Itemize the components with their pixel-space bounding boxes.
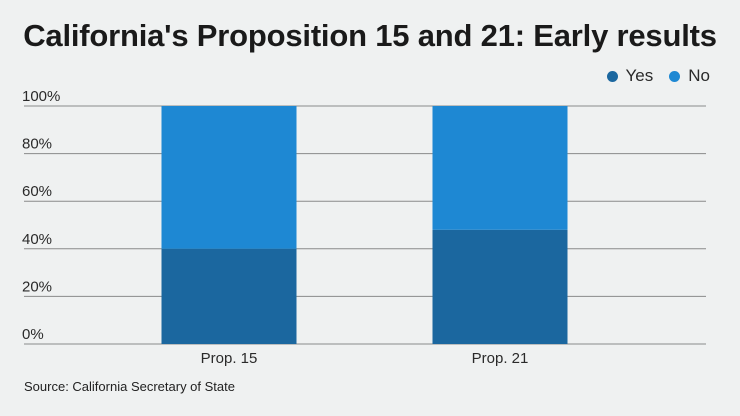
chart-title: California's Proposition 15 and 21: Earl…	[23, 18, 717, 53]
bar-no-0	[161, 106, 297, 249]
bar-yes-1	[432, 229, 568, 344]
y-tick-label: 100%	[22, 88, 60, 105]
y-tick-label: 20%	[22, 278, 52, 295]
bar-yes-0	[161, 248, 297, 344]
chart-legend: Yes No	[606, 66, 710, 86]
legend-swatch-no-icon	[669, 70, 681, 82]
source-note: Source: California Secretary of State	[24, 379, 235, 394]
bar-no-1	[432, 106, 568, 230]
y-tick-label: 0%	[22, 326, 44, 343]
y-tick-label: 40%	[22, 231, 52, 248]
legend-item-yes: Yes	[606, 66, 654, 86]
y-tick-label: 80%	[22, 136, 52, 153]
legend-label-no: No	[688, 66, 710, 85]
legend-item-no: No	[669, 66, 710, 86]
x-tick-label: Prop. 15	[201, 350, 258, 367]
legend-label-yes: Yes	[625, 66, 654, 85]
x-tick-label: Prop. 21	[472, 350, 529, 367]
legend-swatch-yes-icon	[606, 70, 618, 82]
y-tick-label: 60%	[22, 183, 52, 200]
